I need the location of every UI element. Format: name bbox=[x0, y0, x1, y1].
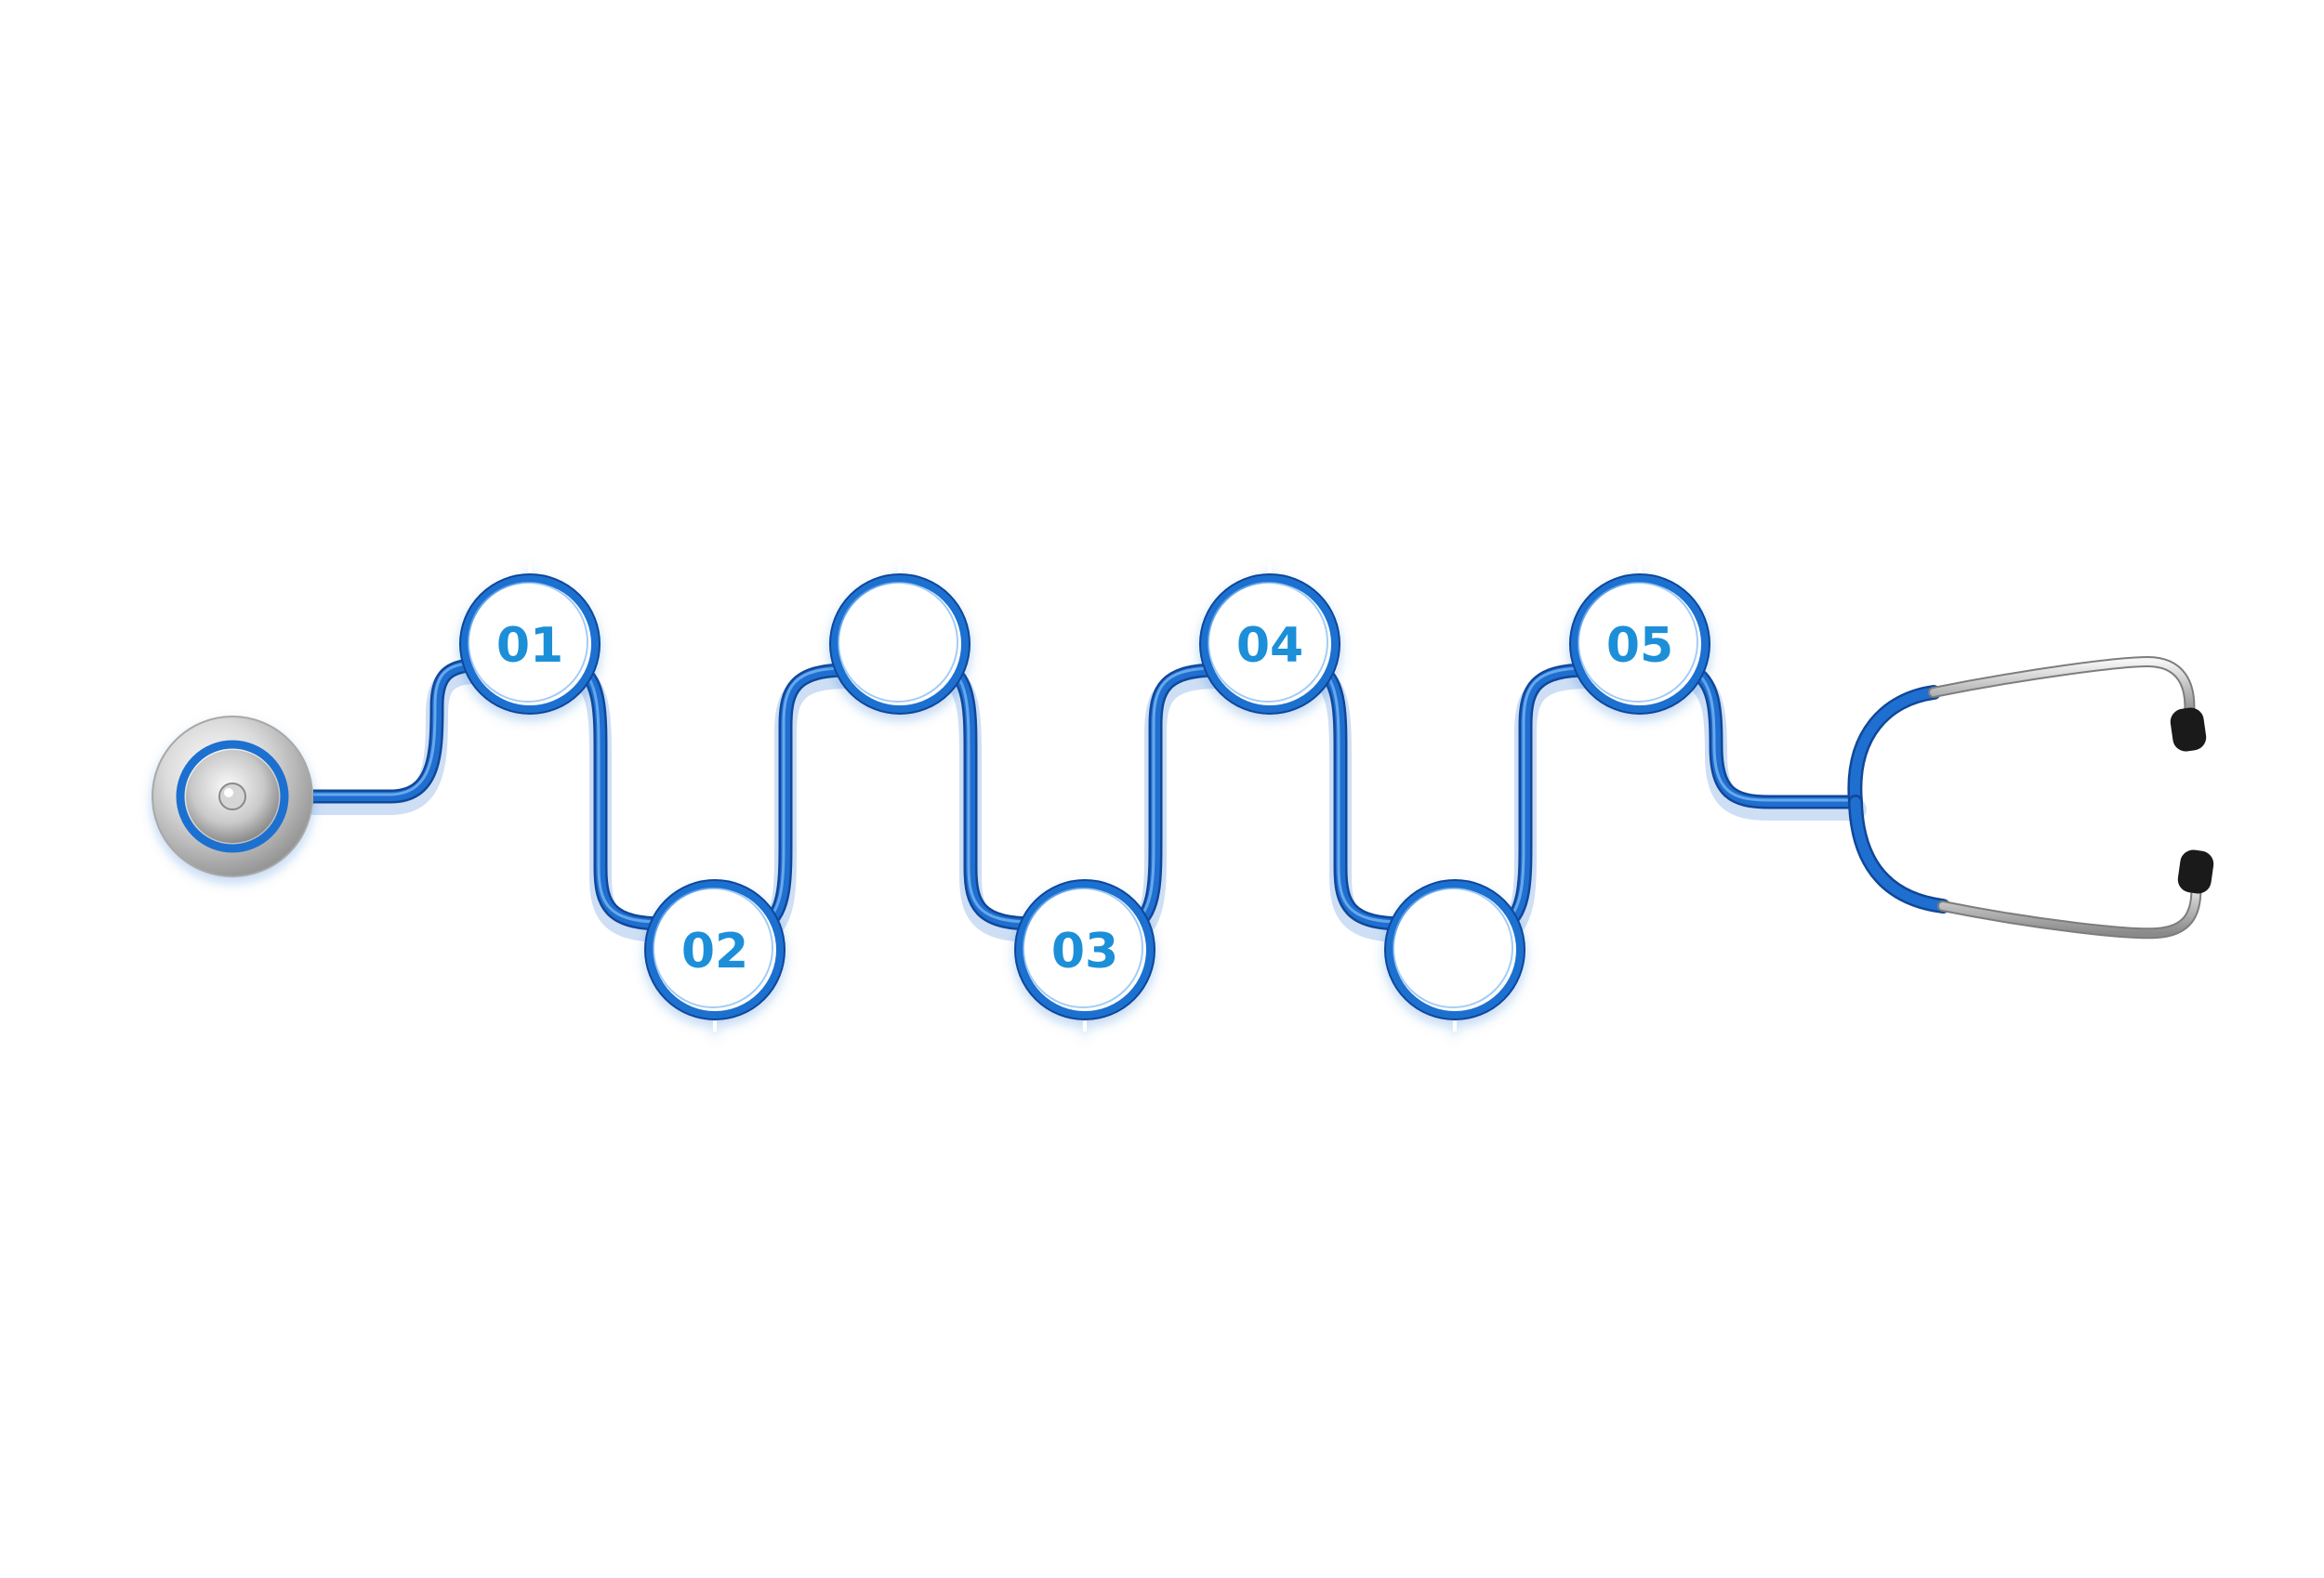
step-2: 02 bbox=[644, 879, 786, 1032]
eartip-bottom bbox=[2177, 849, 2214, 894]
step-ring-gloss bbox=[1208, 582, 1328, 703]
step-ring bbox=[1571, 575, 1709, 713]
step-ring bbox=[1386, 881, 1524, 1019]
step-7: 05 bbox=[1569, 562, 1710, 715]
stethoscope-chestpiece-icon bbox=[152, 716, 313, 877]
step-ring-gloss bbox=[468, 582, 588, 703]
step-5: 04 bbox=[1199, 562, 1340, 715]
step-ring-gloss bbox=[1023, 888, 1143, 1008]
stethoscope-tube bbox=[306, 658, 1863, 931]
step-1: 01 bbox=[459, 562, 601, 715]
step-ring bbox=[646, 881, 784, 1019]
tube-highlight bbox=[310, 662, 1855, 924]
stethoscope-headset-icon bbox=[1847, 655, 2214, 940]
step-4: 03 bbox=[1014, 879, 1155, 1032]
tube-gloss-path bbox=[310, 662, 1855, 924]
step-number: 02 bbox=[681, 924, 748, 980]
step-ring-gloss bbox=[1578, 582, 1698, 703]
step-ring-gloss bbox=[653, 888, 773, 1008]
step-number: 01 bbox=[496, 618, 563, 674]
step-ring bbox=[831, 575, 969, 713]
step-ring bbox=[461, 575, 599, 713]
step-ring bbox=[1201, 575, 1339, 713]
step-ring-gloss bbox=[1393, 888, 1513, 1008]
step-rings: 01 02 03 04 05 bbox=[459, 562, 1710, 1032]
step-ring-gloss bbox=[838, 582, 958, 703]
step-number: 03 bbox=[1051, 924, 1118, 980]
tube-body-path bbox=[309, 661, 1860, 928]
step-number: 04 bbox=[1236, 618, 1303, 674]
eartip-top bbox=[2170, 707, 2207, 752]
step-number: 05 bbox=[1606, 618, 1673, 674]
step-3 bbox=[829, 562, 971, 715]
step-ring bbox=[1016, 881, 1154, 1019]
step-6 bbox=[1384, 879, 1525, 1032]
